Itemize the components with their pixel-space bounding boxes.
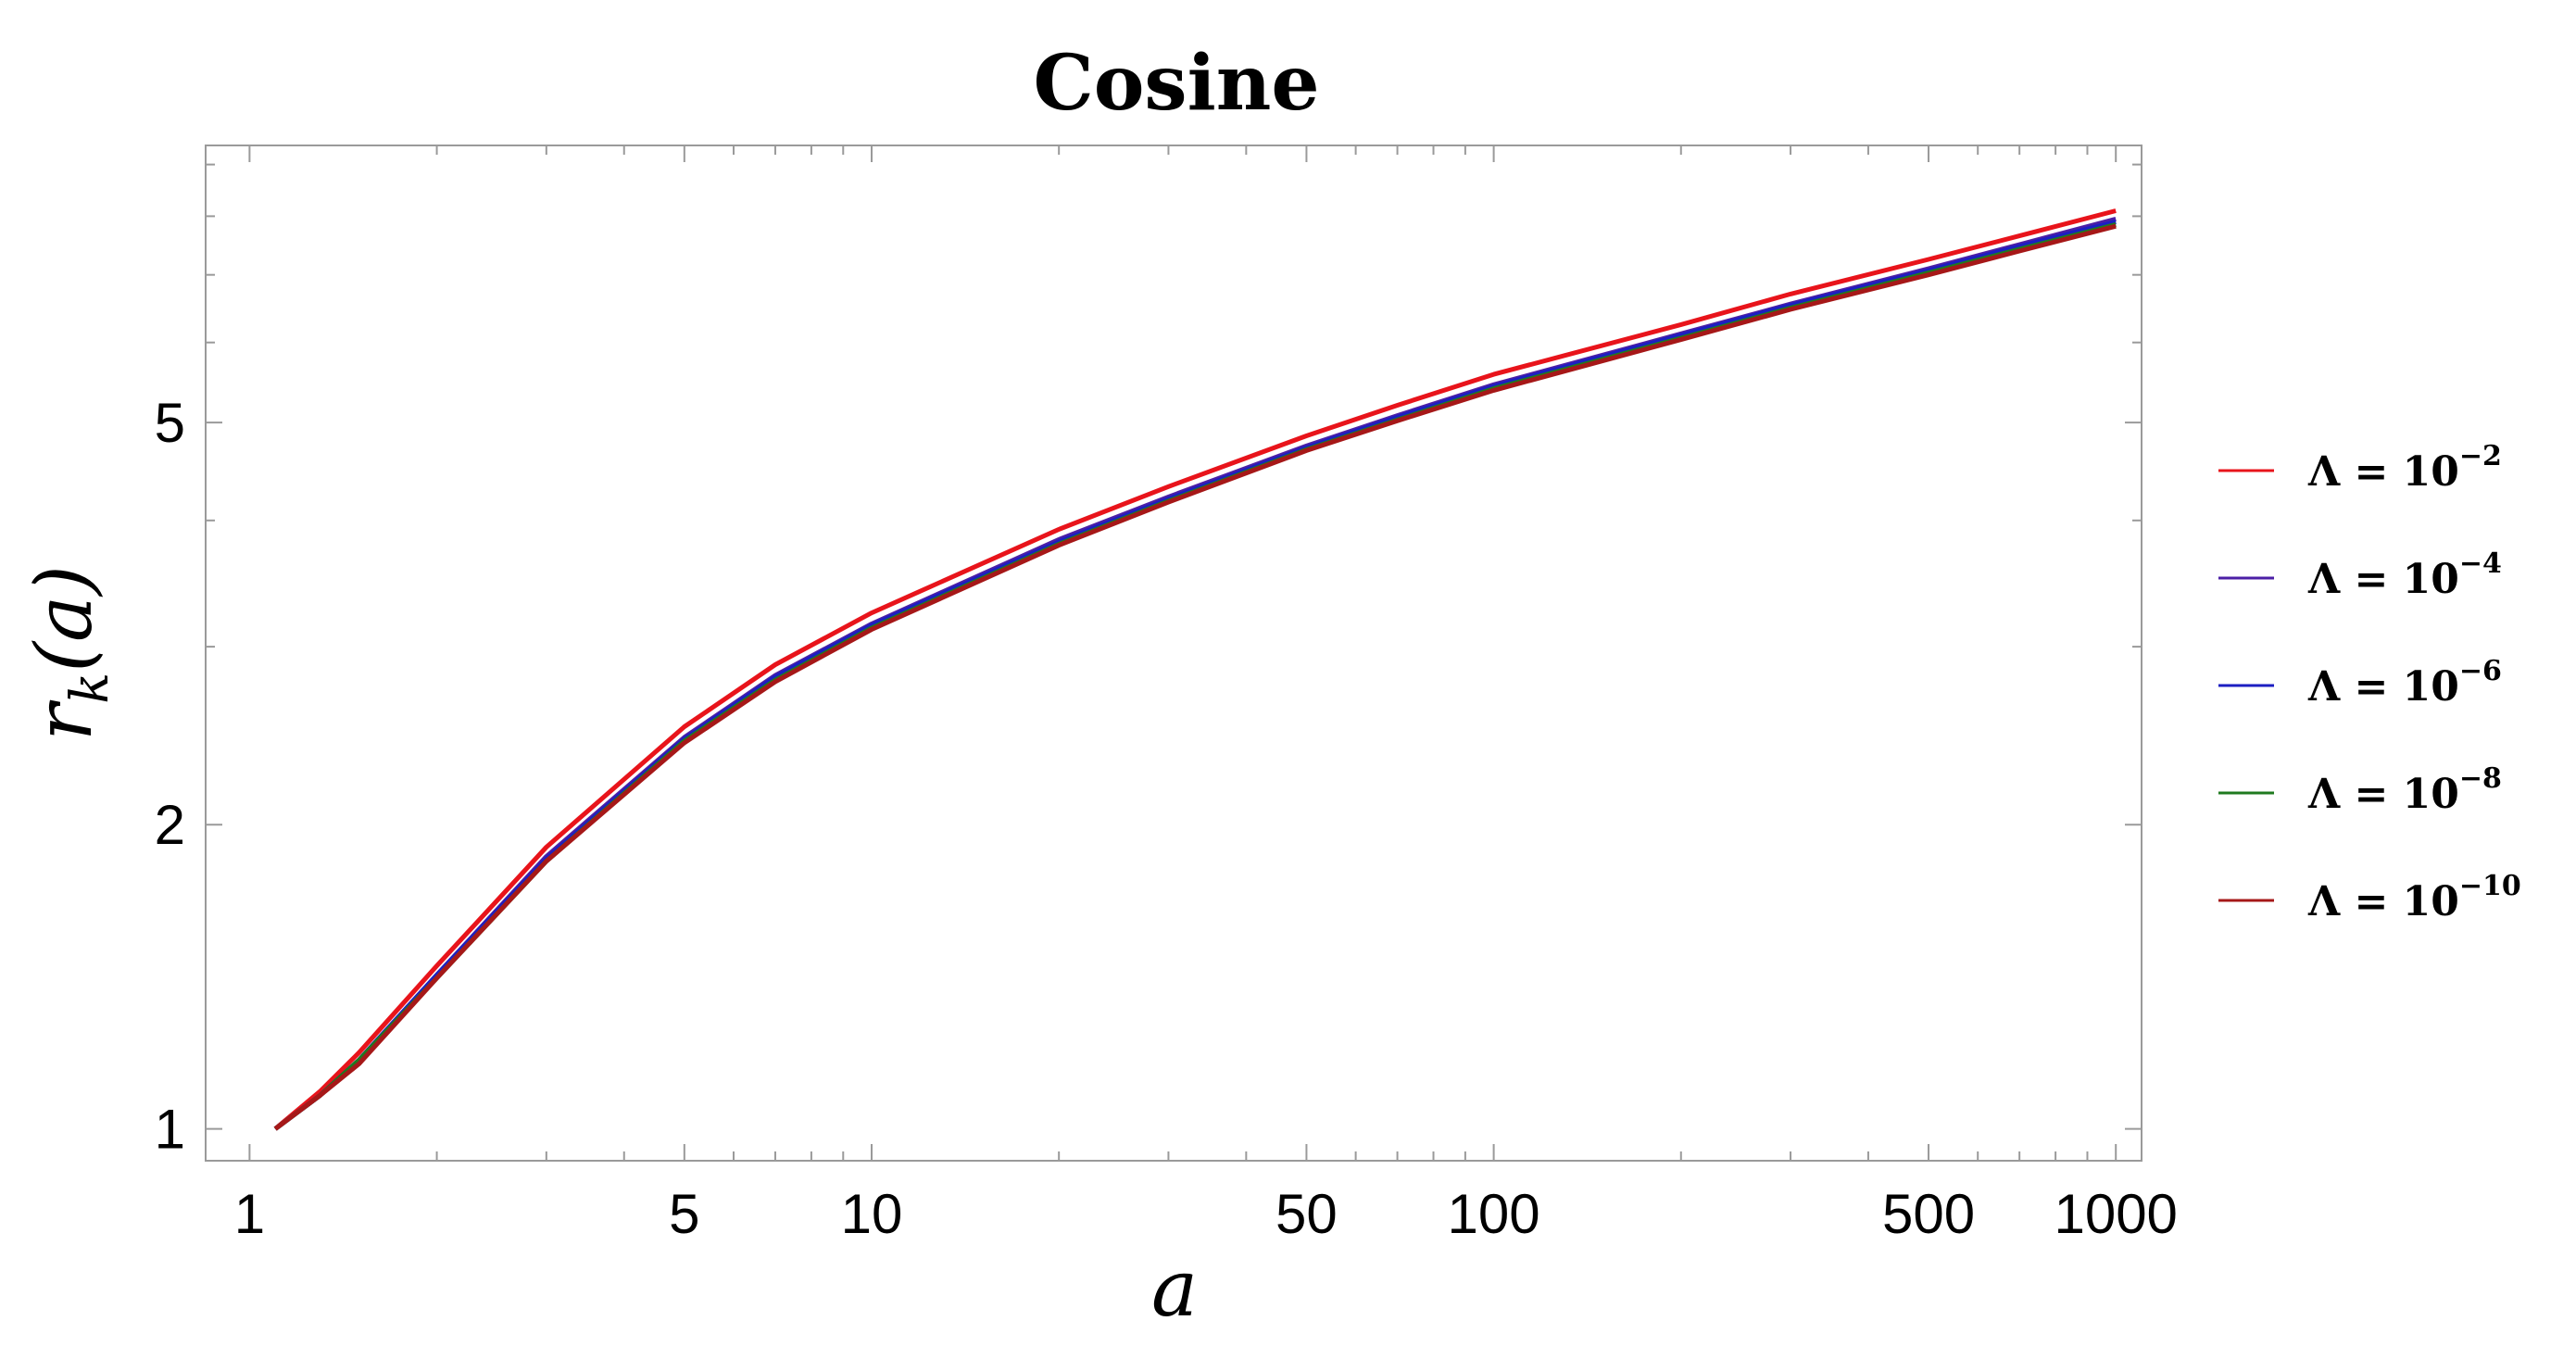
- x-tick-label: 1000: [2054, 1183, 2177, 1245]
- series-line-5: [273, 223, 2117, 1131]
- y-tick-label: 5: [155, 392, 185, 454]
- y-axis-label: rk(a): [19, 565, 120, 741]
- x-tick-label: 100: [1448, 1183, 1540, 1245]
- series-line-2: [273, 216, 2117, 1131]
- axis-tick-labels: 1 5 10 50 100 500 1000 1 2 5: [155, 392, 2178, 1245]
- y-tick-label: 1: [155, 1099, 185, 1161]
- legend-label: Λ = 10−10: [2307, 870, 2521, 925]
- series-lines: [273, 208, 2117, 1131]
- legend-label: Λ = 10−6: [2307, 655, 2502, 711]
- chart-title: Cosine: [1033, 39, 1319, 128]
- x-tick-label: 10: [841, 1183, 903, 1245]
- series-line-1: [273, 208, 2117, 1131]
- legend-label: Λ = 10−8: [2307, 762, 2502, 818]
- svg-text:rk(a): rk(a): [19, 565, 120, 741]
- x-tick-label: 1: [234, 1183, 265, 1245]
- x-tick-label: 50: [1275, 1183, 1338, 1245]
- series-line-3: [273, 219, 2117, 1131]
- series-line-4: [273, 221, 2117, 1131]
- y-tick-label: 2: [155, 794, 185, 856]
- x-tick-label: 500: [1882, 1183, 1975, 1245]
- x-axis-label: a: [1151, 1243, 1198, 1334]
- legend-label: Λ = 10−4: [2307, 547, 2502, 603]
- legend-label: Λ = 10−2: [2307, 440, 2502, 496]
- legend: Λ = 10−2 Λ = 10−4 Λ = 10−6 Λ = 10−8 Λ = 10−1…: [2218, 440, 2521, 925]
- axis-ticks: [206, 145, 2142, 1161]
- x-tick-label: 5: [669, 1183, 699, 1245]
- plot-frame: [205, 145, 2142, 1162]
